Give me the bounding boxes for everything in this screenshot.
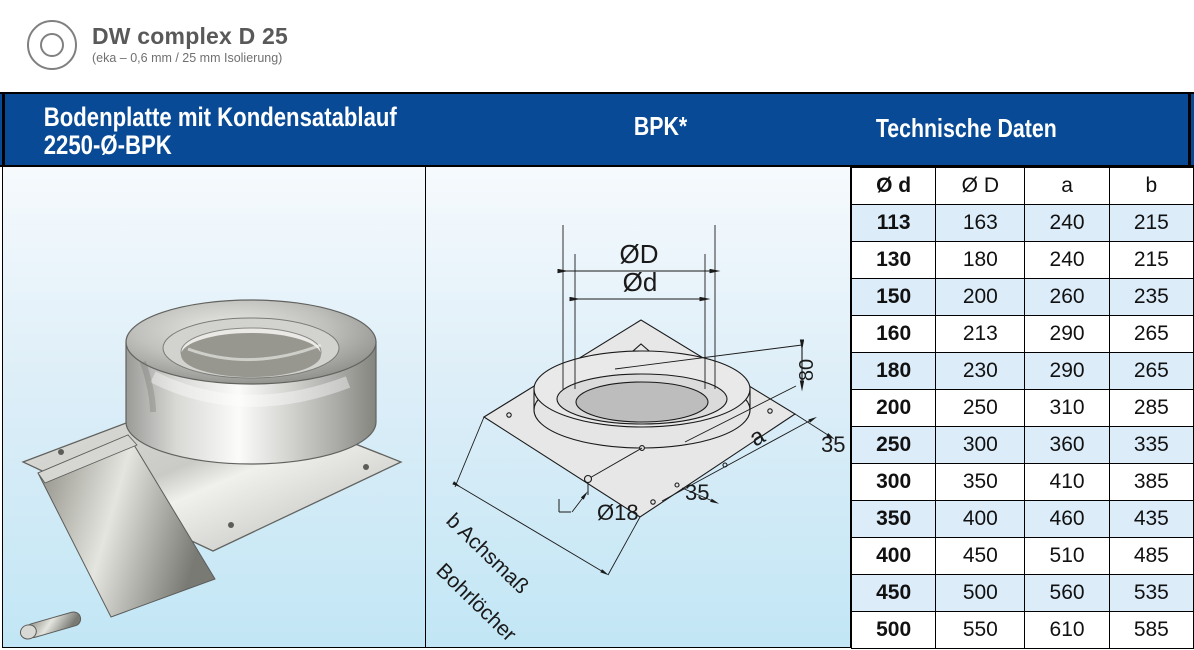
- svg-text:ØD: ØD: [620, 239, 659, 269]
- svg-text:35: 35: [821, 432, 845, 457]
- svg-text:80: 80: [796, 359, 818, 381]
- svg-text:Ø18: Ø18: [597, 500, 639, 525]
- svg-text:Ød: Ød: [623, 267, 658, 297]
- svg-text:35: 35: [685, 480, 709, 505]
